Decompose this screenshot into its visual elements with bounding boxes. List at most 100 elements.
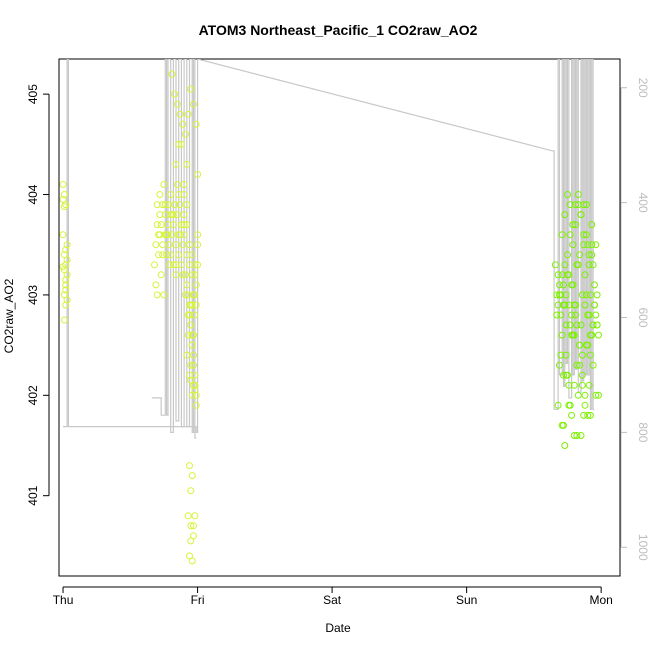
data-point [568,311,576,319]
data-point [151,261,158,269]
data-point [585,261,593,269]
data-point [569,281,577,289]
data-point [62,276,70,284]
data-point [172,241,180,249]
data-point [573,361,581,369]
data-point [188,271,196,279]
data-point [566,321,574,329]
data-point [592,311,600,319]
data-point [187,522,195,530]
data-point [184,512,192,520]
data-point [194,261,202,269]
data-point [589,321,597,329]
data-point [186,301,193,309]
data-point [580,201,588,209]
data-point [173,181,181,188]
data-point [180,191,188,198]
data-point [578,291,586,299]
data-point [562,351,570,359]
data-point [584,241,592,249]
data-point [186,261,193,269]
data-point [194,241,202,249]
data-point [572,311,580,319]
data-point [556,361,563,369]
data-point [177,221,185,229]
data-point [586,291,594,299]
data-point [561,301,569,309]
data-point [566,231,574,239]
data-point [165,261,173,269]
data-point [191,311,199,319]
data-point [184,331,192,339]
data-point [564,251,571,259]
data-point [183,251,191,259]
data-point [561,211,569,219]
data-point [581,271,589,279]
data-point [558,271,566,279]
data-point [565,301,573,309]
data-point [593,291,601,299]
data-point [576,341,584,349]
data-point [573,432,581,439]
data-point [574,391,582,399]
y-tick-label: 401 [26,485,40,505]
data-point [566,201,574,209]
data-point [157,221,165,229]
data-point [191,381,199,389]
data-point [184,291,192,299]
data-point [164,201,172,209]
data-point [188,557,196,565]
y2-axis: 200 400 600 800 1000 [620,78,650,561]
data-point [570,381,578,389]
data-point [586,351,594,359]
y-tick-label: 402 [26,385,40,405]
data-point [572,201,580,209]
data-point [180,231,188,239]
data-point [590,281,598,289]
data-point [192,391,200,399]
data-point [176,110,184,118]
data-point [569,331,577,339]
data-point [156,191,164,198]
data-point [558,331,566,339]
data-point [568,411,576,419]
data-point [560,371,567,379]
data-point [558,421,566,429]
data-point [156,231,164,239]
data-point [582,341,590,349]
series-layer [59,59,602,565]
data-point [184,110,192,118]
data-point [192,120,200,128]
data-point [573,321,581,329]
data-point [554,271,562,279]
data-point [152,241,160,249]
data-point [63,271,71,279]
data-point [183,160,191,168]
data-point [562,321,570,329]
data-point [576,361,584,369]
y-axis-label: CO2raw_AO2 [2,278,16,353]
data-point [553,311,561,319]
data-point [190,522,197,530]
data-point [562,291,570,299]
data-point [63,256,71,264]
data-point [179,271,187,279]
data-point [578,381,586,389]
data-point [577,211,585,219]
data-point [182,291,189,299]
data-point [554,401,562,409]
data-point [577,432,585,439]
data-point [572,221,580,229]
data-point [191,512,199,520]
data-point [576,251,584,259]
data-point [191,291,199,299]
data-point [173,100,181,108]
data-point [183,351,191,359]
data-point [155,251,163,259]
data-point [580,241,588,249]
data-point [578,371,586,379]
data-point [183,201,191,209]
data-point [60,191,68,198]
data-point [582,201,590,209]
